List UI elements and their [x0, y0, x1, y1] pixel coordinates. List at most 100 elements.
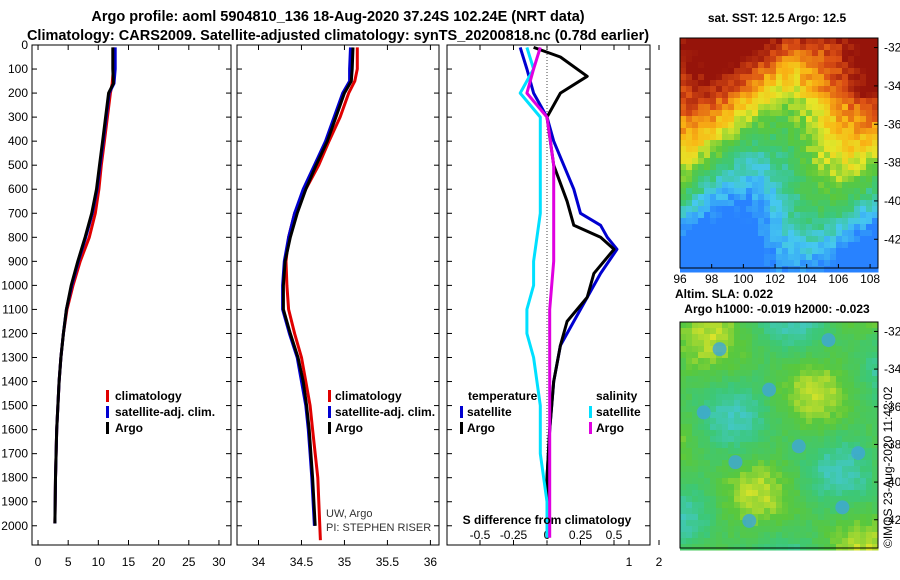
map-cell [824, 152, 831, 159]
map-cell [842, 544, 849, 551]
map-cell [794, 140, 801, 147]
map-cell [848, 328, 855, 335]
map-cell [752, 496, 759, 503]
map-cell [770, 442, 777, 449]
map-cell [764, 502, 771, 509]
map-cell [704, 242, 711, 249]
map-cell [746, 74, 753, 81]
map-cell [740, 38, 747, 45]
map-cell [806, 236, 813, 243]
map-cell [710, 496, 717, 503]
map-cell [836, 352, 843, 359]
map-cell [812, 412, 819, 419]
map-cell [818, 388, 825, 395]
map-cell [830, 44, 837, 51]
map-cell [872, 340, 879, 347]
map-cell [740, 340, 747, 347]
map-cell [842, 260, 849, 267]
map-cell [758, 478, 765, 485]
map-cell [776, 448, 783, 455]
map-cell [830, 92, 837, 99]
y-tick-label: 1700 [1, 447, 28, 461]
map-cell [782, 80, 789, 87]
map-cell [752, 352, 759, 359]
map-cell [770, 188, 777, 195]
map-cell [854, 538, 861, 545]
map-cell [722, 364, 729, 371]
eddy-blob [791, 439, 806, 454]
map-cell [686, 206, 693, 213]
map-cell [752, 128, 759, 135]
map-cell [818, 56, 825, 63]
map-cell [872, 484, 879, 491]
map-cell [848, 442, 855, 449]
map-cell [764, 466, 771, 473]
map-cell [686, 158, 693, 165]
map-cell [692, 182, 699, 189]
map-cell [686, 98, 693, 105]
map-cell [776, 490, 783, 497]
map-cell [728, 170, 735, 177]
map-cell [866, 194, 873, 201]
series-line-salinity-argo [525, 46, 556, 538]
map-cell [824, 92, 831, 99]
map-cell [734, 526, 741, 533]
map-cell [800, 352, 807, 359]
map-cell [746, 388, 753, 395]
map-cell [788, 98, 795, 105]
map-cell [866, 484, 873, 491]
map-cell [830, 382, 837, 389]
map-cell [734, 56, 741, 63]
map-cell [848, 74, 855, 81]
map-cell [776, 436, 783, 443]
y-tick-label: 200 [8, 86, 28, 100]
map-cell [740, 454, 747, 461]
map-cell [698, 230, 705, 237]
map-cell [854, 466, 861, 473]
map-cell [728, 484, 735, 491]
legend-swatch-argo [106, 422, 109, 434]
map-cell [686, 502, 693, 509]
map-cell [758, 62, 765, 69]
map-cell [824, 508, 831, 515]
map-cell [776, 104, 783, 111]
map-cell [854, 134, 861, 141]
map-cell [872, 92, 879, 99]
map-cell [860, 322, 867, 329]
map-cell [818, 334, 825, 341]
map-cell [710, 266, 717, 273]
map-cell [866, 146, 873, 153]
map-cell [800, 328, 807, 335]
map-cell [872, 50, 879, 57]
map-cell [818, 236, 825, 243]
map-cell [704, 92, 711, 99]
map-cell [728, 182, 735, 189]
map-cell [728, 188, 735, 195]
map-cell [698, 164, 705, 171]
map-cell [806, 370, 813, 377]
map-cell [746, 230, 753, 237]
map-cell [836, 224, 843, 231]
map-cell [776, 98, 783, 105]
map-cell [836, 400, 843, 407]
map-cell [836, 236, 843, 243]
map-cell [866, 254, 873, 261]
map-cell [716, 442, 723, 449]
map-cell [728, 388, 735, 395]
map-cell [728, 164, 735, 171]
map-cell [746, 182, 753, 189]
map-cell [842, 424, 849, 431]
map-cell [764, 496, 771, 503]
map-cell [770, 400, 777, 407]
map-cell [764, 38, 771, 45]
map-cell [692, 260, 699, 267]
map-cell [782, 460, 789, 467]
map-cell [746, 352, 753, 359]
map-cell [746, 412, 753, 419]
map-cell [776, 472, 783, 479]
map-cell [866, 430, 873, 437]
map-cell [818, 164, 825, 171]
map-cell [770, 532, 777, 539]
map-cell [836, 460, 843, 467]
map-cell [698, 80, 705, 87]
